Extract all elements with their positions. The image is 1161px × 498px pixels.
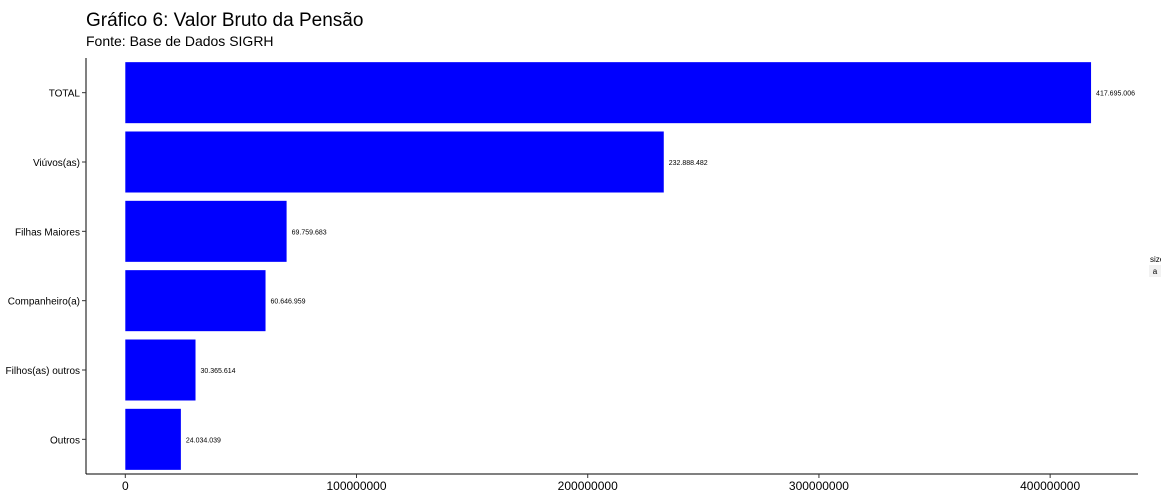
bar <box>125 131 664 193</box>
x-tick-label: 400000000 <box>1020 479 1080 493</box>
bar <box>125 408 181 470</box>
x-tick-label: 200000000 <box>558 479 618 493</box>
y-tick-label: TOTAL <box>49 89 81 100</box>
x-tick-label: 300000000 <box>789 479 849 493</box>
bar <box>125 339 196 401</box>
x-tick-label: 100000000 <box>326 479 386 493</box>
chart-subtitle: Fonte: Base de Dados SIGRH <box>86 33 274 49</box>
data-label: 417.695.006 <box>1096 91 1135 98</box>
chart-title: Gráfico 6: Valor Bruto da Pensão <box>86 10 363 31</box>
legend-title: size <box>1150 255 1161 264</box>
y-tick-label: Outros <box>50 435 80 446</box>
bar <box>125 62 1092 124</box>
data-label: 30.365.614 <box>201 368 236 375</box>
bar <box>125 200 287 262</box>
plot-area: 0 100000000 200000000 300000000 400000000 TOT… <box>6 58 1138 493</box>
data-label: 232.888.482 <box>669 160 708 167</box>
data-label: 24.034.039 <box>186 437 221 444</box>
legend-key-background <box>1149 265 1161 277</box>
y-tick-label: Filhas Maiores <box>15 227 80 238</box>
bar <box>125 270 266 332</box>
legend: size a <box>1149 255 1161 277</box>
data-label: 69.759.683 <box>292 229 327 236</box>
y-tick-label: Viúvos(as) <box>33 158 80 169</box>
legend-key: a <box>1153 267 1158 276</box>
y-tick-label: Companheiro(a) <box>8 297 80 308</box>
x-tick-label: 0 <box>122 479 129 493</box>
data-label: 60.646.959 <box>271 299 306 306</box>
y-tick-label: Filhos(as) outros <box>6 366 80 377</box>
